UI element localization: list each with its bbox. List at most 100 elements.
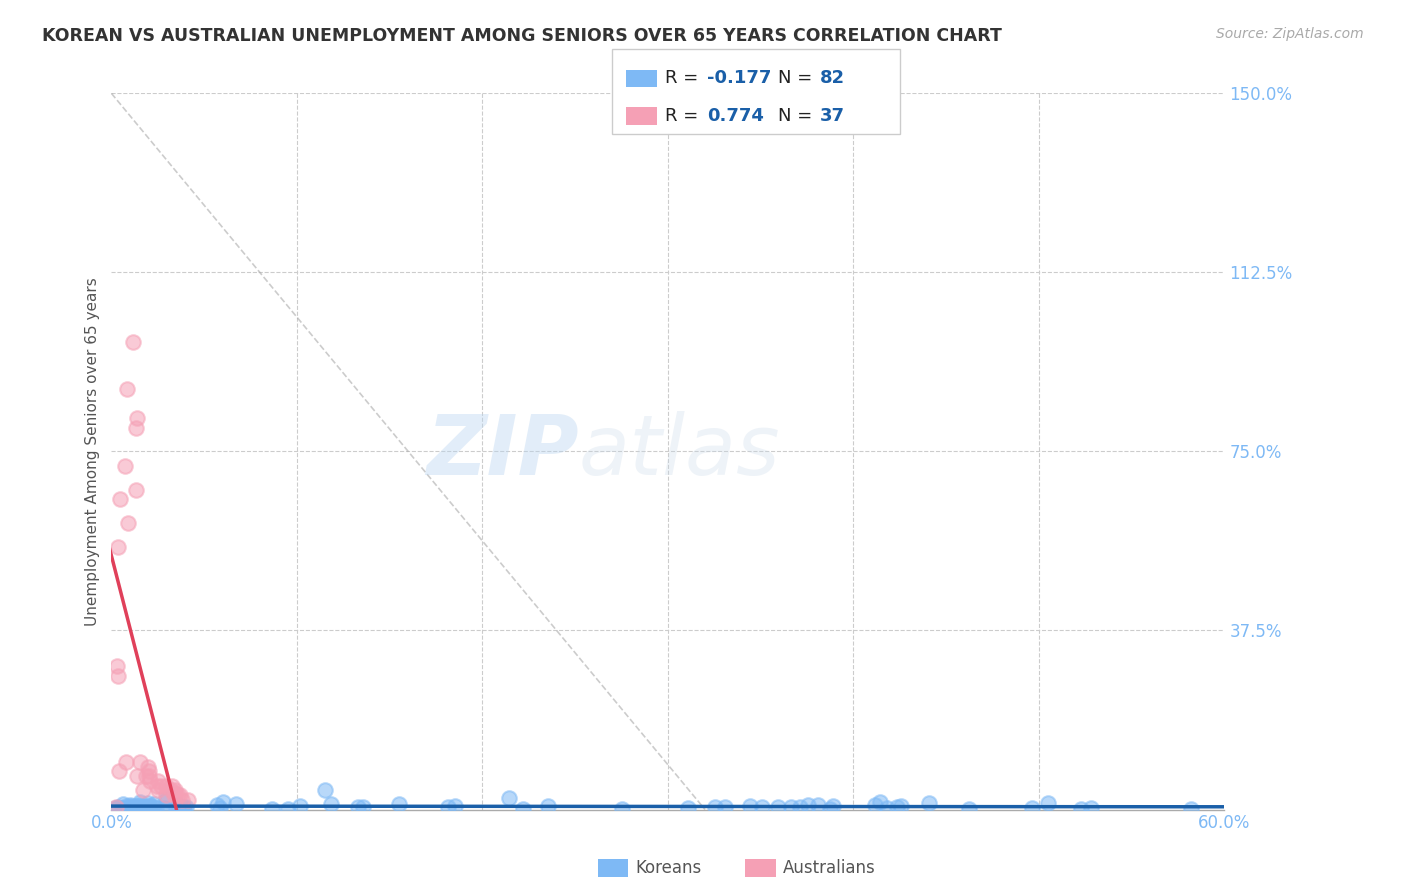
Point bbox=[172, 802, 194, 816]
Text: N =: N = bbox=[778, 70, 817, 87]
Point bbox=[132, 802, 155, 816]
Point bbox=[131, 800, 153, 814]
Point bbox=[957, 802, 980, 816]
Point bbox=[174, 800, 197, 814]
Point bbox=[125, 420, 148, 434]
Point bbox=[146, 779, 169, 793]
Point bbox=[288, 799, 311, 814]
Point bbox=[209, 801, 232, 815]
Point bbox=[105, 800, 128, 814]
Point bbox=[321, 797, 343, 811]
Point bbox=[142, 797, 165, 812]
Point bbox=[610, 801, 633, 815]
Point bbox=[156, 793, 179, 807]
Point bbox=[170, 793, 193, 807]
Point bbox=[129, 801, 152, 815]
Point bbox=[346, 800, 368, 814]
Point bbox=[120, 798, 142, 813]
Point bbox=[104, 801, 127, 815]
Point bbox=[876, 801, 898, 815]
Point bbox=[150, 779, 173, 793]
Point bbox=[114, 798, 136, 813]
Point bbox=[131, 799, 153, 814]
Y-axis label: Unemployment Among Seniors over 65 years: Unemployment Among Seniors over 65 years bbox=[86, 277, 100, 626]
Point bbox=[124, 483, 146, 497]
Point bbox=[117, 516, 139, 530]
Point bbox=[127, 411, 149, 425]
Point bbox=[276, 802, 298, 816]
Point bbox=[155, 788, 177, 802]
Text: N =: N = bbox=[778, 107, 817, 125]
Text: ZIP: ZIP bbox=[426, 411, 579, 492]
Point bbox=[139, 799, 162, 814]
Point bbox=[132, 783, 155, 797]
Text: 0.774: 0.774 bbox=[707, 107, 763, 125]
Point bbox=[124, 801, 146, 815]
Point bbox=[110, 492, 132, 507]
Point bbox=[713, 800, 735, 814]
Point bbox=[869, 796, 891, 810]
Point bbox=[821, 799, 844, 814]
Point bbox=[780, 799, 803, 814]
Point bbox=[1070, 802, 1092, 816]
Point bbox=[1180, 802, 1202, 816]
Point bbox=[107, 669, 129, 683]
Point bbox=[918, 796, 941, 810]
Point bbox=[163, 783, 186, 797]
Point bbox=[122, 334, 145, 349]
Point bbox=[260, 802, 283, 816]
Point bbox=[807, 798, 830, 813]
Point bbox=[156, 801, 179, 815]
Point bbox=[136, 759, 159, 773]
Point bbox=[138, 799, 160, 814]
Text: Source: ZipAtlas.com: Source: ZipAtlas.com bbox=[1216, 27, 1364, 41]
Point bbox=[740, 799, 762, 814]
Point bbox=[163, 788, 186, 802]
Point bbox=[160, 783, 183, 797]
Point bbox=[111, 797, 134, 812]
Point bbox=[166, 798, 188, 813]
Point bbox=[128, 795, 150, 809]
Point bbox=[536, 799, 558, 814]
Point bbox=[169, 788, 191, 802]
Text: Koreans: Koreans bbox=[636, 859, 702, 877]
Point bbox=[1080, 801, 1102, 815]
Point bbox=[160, 779, 183, 793]
Point bbox=[114, 458, 136, 473]
Point bbox=[107, 540, 129, 554]
Point bbox=[676, 801, 699, 815]
Point bbox=[121, 800, 143, 814]
Point bbox=[127, 769, 149, 783]
Point bbox=[437, 800, 460, 814]
Text: atlas: atlas bbox=[579, 411, 780, 492]
Point bbox=[789, 800, 811, 814]
Point bbox=[146, 773, 169, 788]
Point bbox=[797, 798, 820, 813]
Point bbox=[177, 793, 200, 807]
Point bbox=[886, 800, 908, 814]
Point bbox=[153, 800, 176, 814]
Point bbox=[166, 788, 188, 802]
Text: -0.177: -0.177 bbox=[707, 70, 772, 87]
Point bbox=[105, 800, 128, 814]
Point bbox=[890, 799, 912, 814]
Point bbox=[163, 786, 186, 800]
Point bbox=[205, 797, 228, 812]
Point bbox=[388, 797, 411, 811]
Point bbox=[142, 800, 165, 814]
Point bbox=[114, 755, 136, 769]
Point bbox=[122, 802, 145, 816]
Point bbox=[165, 802, 187, 816]
Point bbox=[512, 801, 534, 815]
Point bbox=[172, 799, 194, 814]
Point bbox=[138, 769, 160, 783]
Point bbox=[352, 800, 374, 814]
Text: 82: 82 bbox=[820, 70, 845, 87]
Point bbox=[146, 783, 169, 797]
Point bbox=[704, 799, 727, 814]
Text: 37: 37 bbox=[820, 107, 845, 125]
Text: KOREAN VS AUSTRALIAN UNEMPLOYMENT AMONG SENIORS OVER 65 YEARS CORRELATION CHART: KOREAN VS AUSTRALIAN UNEMPLOYMENT AMONG … bbox=[42, 27, 1002, 45]
Point bbox=[155, 779, 177, 793]
Point bbox=[444, 798, 467, 813]
Point bbox=[132, 800, 155, 814]
